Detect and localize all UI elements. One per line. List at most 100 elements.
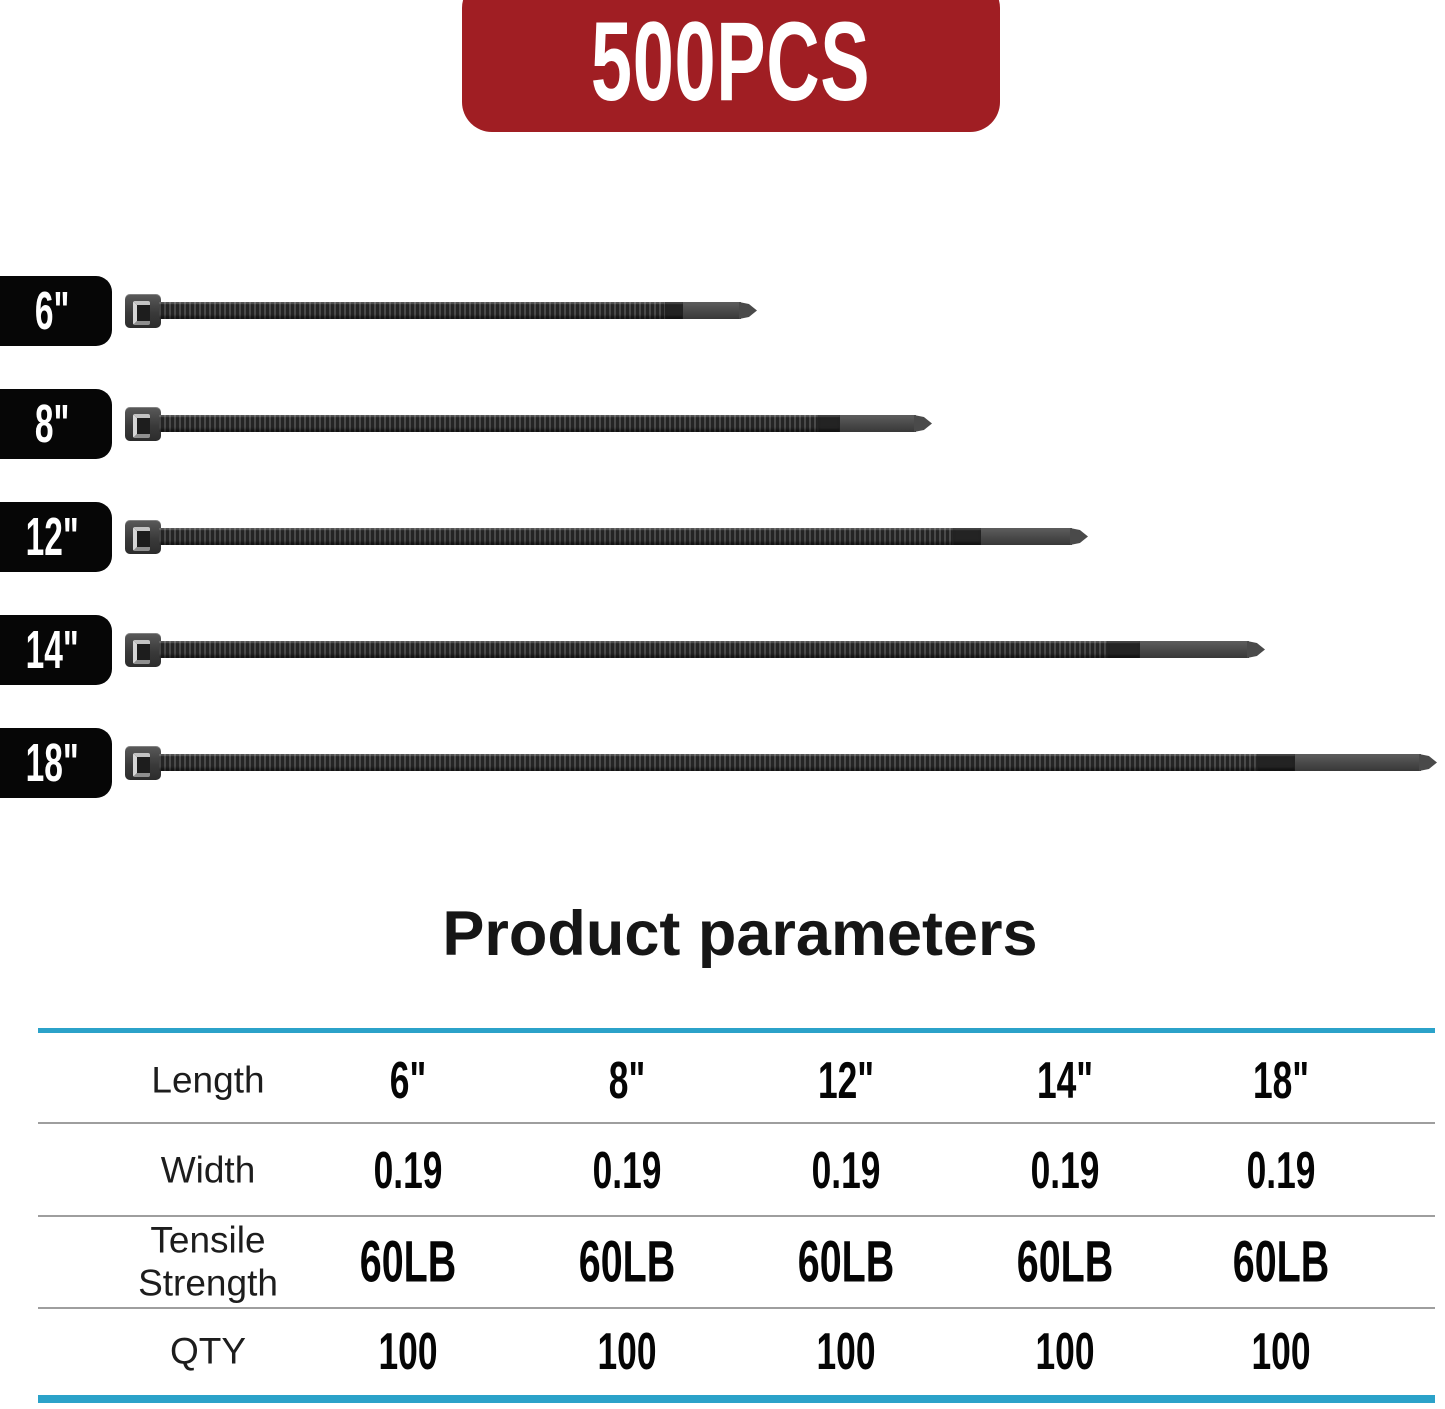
tie-strap <box>159 302 741 319</box>
tie-tip <box>914 415 932 432</box>
param-value-text: 60LB <box>359 1229 457 1295</box>
param-value: 0.19 <box>795 1141 896 1201</box>
param-value-text: 0.19 <box>373 1142 443 1200</box>
param-value: 100 <box>803 1322 890 1382</box>
tie-head <box>125 294 161 328</box>
tie-tip <box>739 302 757 319</box>
cable-tie <box>125 294 757 328</box>
param-value: 100 <box>584 1322 671 1382</box>
cable-tie <box>125 407 932 441</box>
size-label: 8" <box>0 389 112 459</box>
tie-strap <box>159 415 916 432</box>
tie-strap <box>159 528 1072 545</box>
tie-tip <box>1070 528 1088 545</box>
size-label-text: 8" <box>35 394 70 454</box>
tie-strap-block <box>953 528 981 545</box>
tie-strap <box>159 754 1421 771</box>
size-label: 12" <box>0 502 112 572</box>
param-value: 0.19 <box>357 1141 458 1201</box>
cable-tie <box>125 746 1437 780</box>
param-value-text: 60LB <box>797 1229 895 1295</box>
param-value: 0.19 <box>576 1141 677 1201</box>
tie-head-slot <box>133 753 150 777</box>
param-value-text: 18" <box>1252 1052 1310 1110</box>
param-value: 18" <box>1240 1051 1323 1111</box>
tie-tip <box>1419 754 1437 771</box>
param-value: 8" <box>600 1051 654 1111</box>
param-value-text: 0.19 <box>1246 1142 1316 1200</box>
tie-strap-smooth <box>1294 754 1421 771</box>
param-value: 0.19 <box>1014 1141 1115 1201</box>
param-value-text: 100 <box>1035 1323 1095 1381</box>
param-value: 0.19 <box>1230 1141 1331 1201</box>
param-value-text: 8" <box>608 1052 646 1110</box>
tie-strap-block <box>665 302 683 319</box>
tie-strap-teeth <box>159 754 1257 771</box>
param-value: 60LB <box>994 1229 1136 1296</box>
param-value: 12" <box>805 1051 888 1111</box>
tie-head-slot <box>133 640 150 664</box>
size-label-text: 18" <box>25 733 79 793</box>
param-value-text: 0.19 <box>592 1142 662 1200</box>
param-value: 100 <box>1022 1322 1109 1382</box>
param-row-label: Tensile Strength <box>138 1219 278 1303</box>
param-value: 100 <box>365 1322 452 1382</box>
param-value: 14" <box>1024 1051 1107 1111</box>
table-divider <box>38 1122 1435 1124</box>
tie-head-slot <box>133 527 150 551</box>
table-divider <box>38 1215 1435 1217</box>
tie-head <box>125 520 161 554</box>
param-row-label: Length <box>151 1059 265 1101</box>
param-value: 60LB <box>337 1229 479 1296</box>
tie-strap-teeth <box>159 528 954 545</box>
param-value-text: 60LB <box>1232 1229 1330 1295</box>
param-value-text: 0.19 <box>811 1142 881 1200</box>
param-value: 60LB <box>1210 1229 1352 1296</box>
size-label: 6" <box>0 276 112 346</box>
table-top-rule <box>38 1028 1435 1033</box>
param-value-text: 60LB <box>578 1229 676 1295</box>
param-row-label: Width <box>160 1149 256 1191</box>
cable-tie <box>125 520 1088 554</box>
param-row-label: QTY <box>169 1330 247 1372</box>
size-label-text: 14" <box>25 620 79 680</box>
tie-tip <box>1247 641 1265 658</box>
param-value: 100 <box>1238 1322 1325 1382</box>
size-label-text: 6" <box>35 281 70 341</box>
tie-strap-teeth <box>159 302 666 319</box>
tie-head-slot <box>133 301 150 325</box>
tie-head <box>125 746 161 780</box>
tie-strap-smooth <box>980 528 1072 545</box>
param-value: 6" <box>381 1051 435 1111</box>
size-label: 18" <box>0 728 112 798</box>
section-title: Product parameters <box>442 899 1038 969</box>
table-bottom-rule <box>38 1395 1435 1403</box>
param-value-text: 100 <box>597 1323 657 1381</box>
param-value: 60LB <box>775 1229 917 1296</box>
param-value-text: 14" <box>1036 1052 1094 1110</box>
size-label: 14" <box>0 615 112 685</box>
param-value-text: 100 <box>1251 1323 1311 1381</box>
cable-tie <box>125 633 1265 667</box>
tie-strap-block <box>1107 641 1140 658</box>
tie-head <box>125 633 161 667</box>
param-value: 60LB <box>556 1229 698 1296</box>
tie-strap-teeth <box>159 415 818 432</box>
param-value-text: 100 <box>816 1323 876 1381</box>
tie-head <box>125 407 161 441</box>
quantity-badge: 500PCS <box>462 0 1000 132</box>
param-value-text: 6" <box>389 1052 427 1110</box>
tie-strap <box>159 641 1249 658</box>
size-label-text: 12" <box>25 507 79 567</box>
quantity-badge-label: 500PCS <box>591 0 871 124</box>
table-divider <box>38 1307 1435 1309</box>
tie-head-slot <box>133 414 150 438</box>
param-value-text: 60LB <box>1016 1229 1114 1295</box>
param-value-text: 0.19 <box>1030 1142 1100 1200</box>
param-value-text: 12" <box>817 1052 875 1110</box>
tie-strap-block <box>1256 754 1295 771</box>
tie-strap-block <box>817 415 841 432</box>
tie-strap-teeth <box>159 641 1108 658</box>
tie-strap-smooth <box>1140 641 1249 658</box>
